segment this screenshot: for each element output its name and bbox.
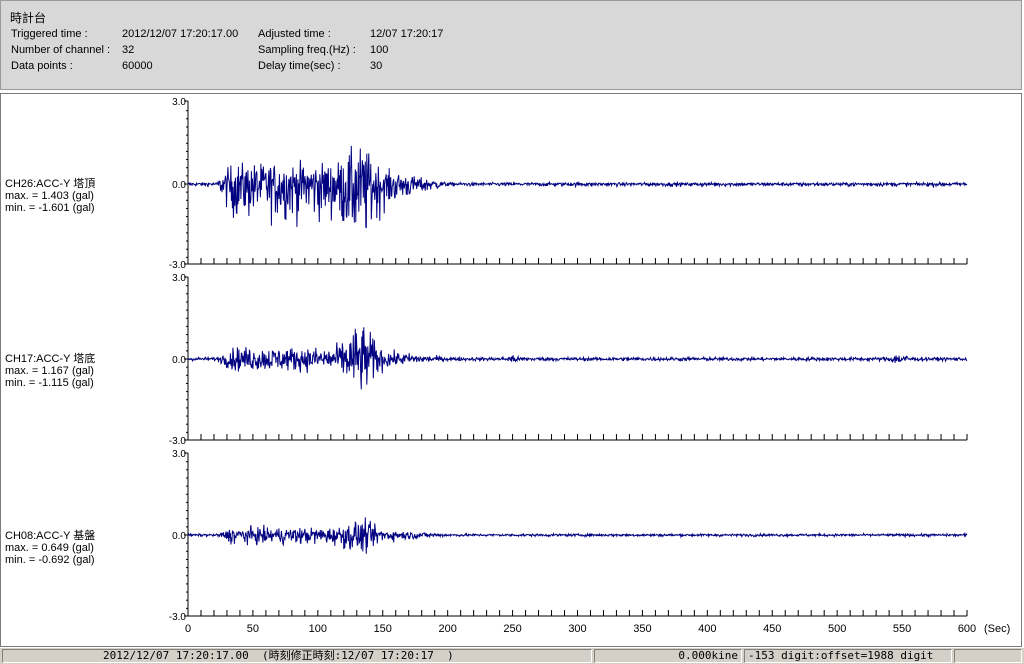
y-tick-label: -3.0 (169, 260, 187, 271)
waveform-line (187, 517, 968, 554)
y-tick-label: 0.0 (172, 531, 186, 542)
waveform-line (187, 145, 968, 229)
channel-min: min. = -1.601 (gal) (5, 202, 95, 214)
number-of-channel-value: 32 (122, 44, 135, 56)
status-empty-cell (954, 649, 1022, 663)
x-tick-label: 200 (438, 623, 456, 635)
status-digit: -153 digit:offset=1988 digit (744, 649, 952, 663)
x-tick-label: 300 (568, 623, 586, 635)
y-tick-label: -3.0 (169, 436, 187, 447)
channel-name: CH08:ACC-Y 基盤 (5, 530, 96, 542)
waveform-chart[interactable]: 3.00.0-3.03.00.0-3.03.00.0-3.00 50 100 150 2… (1, 94, 1021, 646)
channel-max: max. = 0.649 (gal) (5, 542, 94, 554)
x-unit-label: (Sec) (984, 623, 1010, 635)
waveform-plot-area[interactable]: 3.0 0.0 -3.0 3.0 0.0 -3.0 3.0 0.0 -3.0 0 50 100 150 2… (0, 93, 1022, 647)
window-title: 時計台 (10, 11, 47, 25)
delay-time-value: 30 (370, 60, 383, 72)
x-tick-label: 150 (374, 623, 392, 635)
channel-name: CH17:ACC-Y 塔底 (5, 353, 96, 365)
x-tick-label: 450 (763, 623, 781, 635)
channel-info-ch26: CH26:ACC-Y 塔頂 max. = 1.403 (gal) min. = … (5, 178, 95, 214)
status-kine: 0.000kine (594, 649, 742, 663)
sampling-freq-label: Sampling freq.(Hz) : (258, 44, 356, 56)
waveform-line (187, 327, 968, 390)
number-of-channel-label: Number of channel : (11, 44, 111, 56)
y-tick-label: 0.0 (172, 355, 186, 366)
y-tick-label: 3.0 (172, 97, 186, 108)
triggered-time-label: Triggered time : (11, 28, 88, 40)
adjusted-time-value: 12/07 17:20:17 (370, 28, 444, 40)
x-tick-label: 100 (309, 623, 327, 635)
x-tick-label: 550 (893, 623, 911, 635)
triggered-time-value: 2012/12/07 17:20:17.00 (122, 28, 239, 40)
x-tick-label: 0 (185, 623, 191, 635)
adjusted-time-label: Adjusted time : (258, 28, 331, 40)
channel-info-ch08: CH08:ACC-Y 基盤 max. = 0.649 (gal) min. = … (5, 530, 95, 566)
x-tick-label: 350 (633, 623, 651, 635)
sampling-freq-value: 100 (370, 44, 389, 56)
channel-info-ch17: CH17:ACC-Y 塔底 max. = 1.167 (gal) min. = … (5, 353, 95, 389)
y-tick-label: 0.0 (172, 180, 186, 191)
data-points-label: Data points : (11, 60, 73, 72)
y-tick-label: 3.0 (172, 273, 186, 284)
x-tick-label: 50 (247, 623, 259, 635)
channel-max: max. = 1.403 (gal) (5, 190, 94, 202)
channel-min: min. = -1.115 (gal) (5, 377, 94, 389)
data-points-value: 60000 (122, 60, 153, 72)
y-tick-label: 3.0 (172, 449, 186, 460)
x-tick-label: 600 (958, 623, 976, 635)
status-time: 2012/12/07 17:20:17.00 (時刻修正時刻:12/07 17:… (2, 649, 592, 663)
delay-time-label: Delay time(sec) : (258, 60, 341, 72)
x-tick-label: 400 (698, 623, 716, 635)
channel-max: max. = 1.167 (gal) (5, 365, 94, 377)
x-tick-label: 500 (828, 623, 846, 635)
x-tick-label: 250 (503, 623, 521, 635)
channel-name: CH26:ACC-Y 塔頂 (5, 178, 96, 190)
status-bar: 2012/12/07 17:20:17.00 (時刻修正時刻:12/07 17:… (0, 648, 1024, 664)
header-panel: 時計台 Triggered time : 2012/12/07 17:20:17… (0, 0, 1022, 90)
channel-min: min. = -0.692 (gal) (5, 554, 95, 566)
y-tick-label: -3.0 (169, 612, 187, 623)
